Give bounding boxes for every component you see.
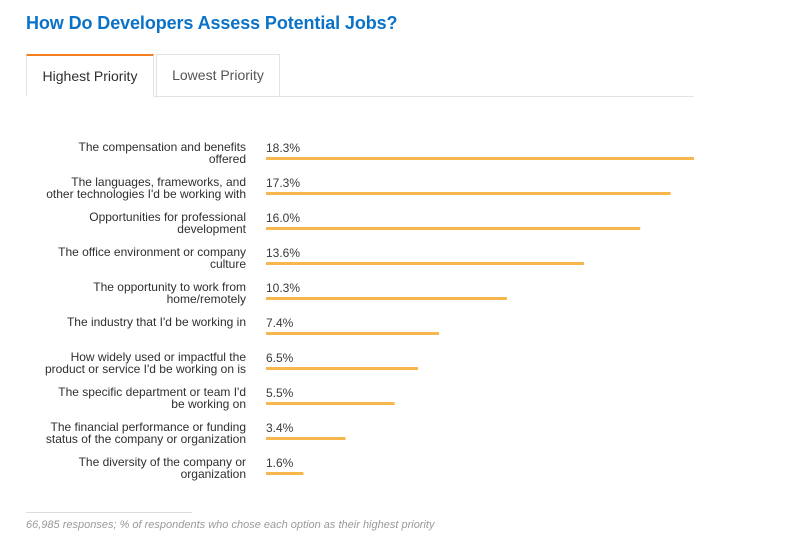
bar[interactable] bbox=[266, 367, 419, 370]
value-label: 7.4% bbox=[266, 316, 294, 330]
value-label: 18.3% bbox=[266, 141, 300, 155]
value-label: 13.6% bbox=[266, 246, 300, 260]
tab-lowest-priority[interactable]: Lowest Priority bbox=[156, 54, 280, 96]
bar[interactable] bbox=[266, 402, 395, 405]
value-label: 1.6% bbox=[266, 456, 294, 470]
footnote: 66,985 responses; % of respondents who c… bbox=[26, 519, 435, 531]
value-label: 3.4% bbox=[266, 421, 294, 435]
category-label: The industry that I'd be working in bbox=[67, 315, 246, 329]
bar[interactable] bbox=[266, 437, 346, 440]
chart-title: How Do Developers Assess Potential Jobs? bbox=[26, 13, 398, 33]
footnote-divider bbox=[26, 512, 192, 513]
value-label: 17.3% bbox=[266, 176, 300, 190]
value-label: 6.5% bbox=[266, 351, 294, 365]
category-label: The financial performance or funding stat… bbox=[46, 420, 246, 446]
bar[interactable] bbox=[266, 332, 440, 335]
category-label: The diversity of the company or organizat… bbox=[79, 455, 246, 481]
category-label: Opportunities for professional developmen… bbox=[89, 210, 246, 236]
value-label: 5.5% bbox=[266, 386, 294, 400]
value-label: 10.3% bbox=[266, 281, 300, 295]
bar[interactable] bbox=[266, 192, 671, 195]
category-label: The compensation and benefits offered bbox=[79, 140, 246, 166]
bar[interactable] bbox=[266, 262, 585, 265]
bar[interactable] bbox=[266, 227, 641, 230]
category-label: The office environment or company culture bbox=[58, 245, 246, 271]
priority-tabs: Highest Priority Lowest Priority bbox=[26, 54, 694, 97]
category-label: The languages, frameworks, and other tech… bbox=[46, 175, 246, 201]
bar[interactable] bbox=[266, 472, 304, 475]
bar[interactable] bbox=[266, 157, 694, 160]
category-label: How widely used or impactful the product … bbox=[45, 350, 246, 376]
tab-highest-priority[interactable]: Highest Priority bbox=[26, 54, 154, 97]
value-label: 16.0% bbox=[266, 211, 300, 225]
bar[interactable] bbox=[266, 297, 507, 300]
category-label: The opportunity to work from home/remotel… bbox=[93, 280, 246, 306]
category-label: The specific department or team I'd be wo… bbox=[58, 385, 246, 411]
